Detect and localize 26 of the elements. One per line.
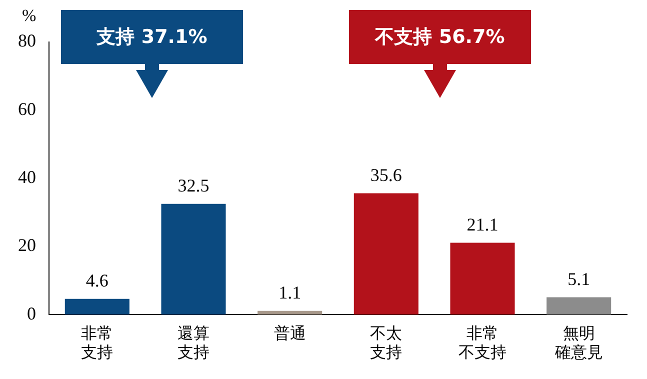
x-tick-label: 無明確意見 bbox=[554, 323, 603, 362]
data-label: 21.1 bbox=[466, 214, 498, 234]
data-label: 4.6 bbox=[86, 270, 108, 291]
y-tick-label: 80 bbox=[18, 30, 36, 51]
y-tick-label: 40 bbox=[18, 167, 36, 188]
data-label: 32.5 bbox=[178, 176, 210, 196]
bar bbox=[161, 204, 226, 315]
bar bbox=[450, 242, 515, 315]
bar bbox=[546, 297, 612, 315]
bar bbox=[64, 298, 130, 315]
bar bbox=[258, 310, 322, 315]
bar bbox=[354, 193, 418, 315]
x-tick-label: 非常不支持 bbox=[458, 323, 506, 362]
y-tick-label: 20 bbox=[18, 235, 36, 256]
x-tick-label: 普通 bbox=[274, 323, 306, 342]
y-tick-label: 60 bbox=[18, 98, 36, 119]
x-tick-label: 非常支持 bbox=[81, 323, 114, 362]
data-label: 5.1 bbox=[568, 268, 590, 289]
data-label: 1.1 bbox=[278, 282, 302, 303]
data-label: 35.6 bbox=[370, 165, 402, 186]
annotation: 支持 37.1% bbox=[61, 10, 243, 64]
y-tick-label: 0 bbox=[27, 303, 36, 324]
x-tick-label: 不太支持 bbox=[370, 323, 402, 362]
x-tick-label: 還算支持 bbox=[178, 323, 210, 362]
y-axis-title: % bbox=[22, 6, 36, 26]
annotation: 不支持 56.7% bbox=[349, 10, 531, 64]
